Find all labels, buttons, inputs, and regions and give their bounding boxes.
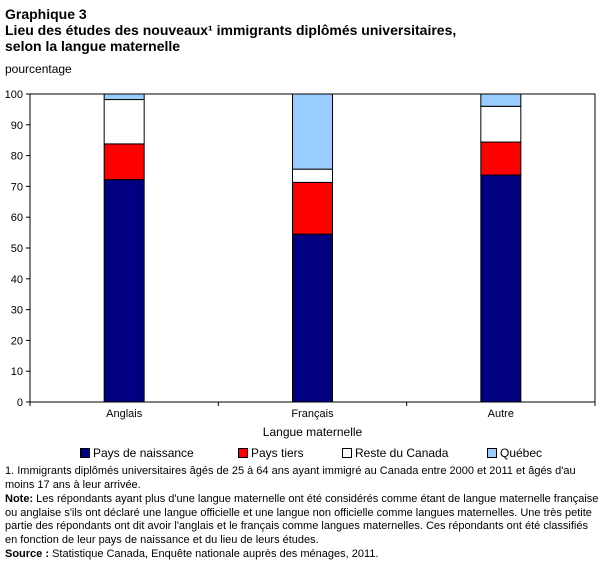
source-label: Source : [5, 548, 50, 560]
bar-segment [480, 174, 522, 403]
bar-segment [480, 93, 522, 107]
bar-segment [292, 168, 333, 183]
legend-swatch [238, 448, 248, 458]
note: Note: Les répondants ayant plus d'une la… [5, 493, 600, 547]
legend-item: Reste du Canada [342, 446, 448, 460]
source: Source : Statistique Canada, Enquête nat… [5, 548, 600, 562]
note-text: Les répondants ayant plus d'une langue m… [5, 493, 599, 546]
legend-label: Québec [500, 446, 543, 460]
legend-item: Québec [487, 446, 542, 460]
legend-label: Pays tiers [251, 446, 304, 460]
y-tick-label: 50 [11, 243, 23, 255]
bar-segment [103, 93, 145, 101]
legend-label: Reste du Canada [355, 446, 449, 460]
legend-swatch [342, 448, 352, 458]
note-label: Note: [5, 493, 34, 505]
bar-segment [480, 141, 522, 176]
y-tick-label: 70 [11, 181, 23, 193]
x-axis-label: Langue maternelle [263, 425, 363, 439]
bar-segment [103, 143, 145, 181]
source-text: Statistique Canada, Enquête nationale au… [49, 548, 379, 560]
y-tick-label: 80 [11, 151, 23, 163]
bar-segment [292, 233, 333, 403]
x-tick-label: Anglais [106, 408, 143, 420]
x-tick-label: Français [291, 408, 334, 420]
y-tick-label: 0 [17, 397, 23, 409]
y-tick-label: 30 [11, 305, 23, 317]
bar-segment [292, 181, 333, 235]
bar-segment [103, 99, 145, 145]
bar-segment [480, 105, 522, 143]
chart-number: Graphique 3 [5, 6, 87, 22]
legend-item: Pays tiers [238, 446, 304, 460]
y-tick-label: 90 [11, 120, 23, 132]
notes: 1. Immigrants diplômés universitaires âg… [5, 465, 600, 563]
x-tick-label: Autre [488, 408, 514, 420]
chart-title-line2: selon la langue maternelle [5, 38, 181, 54]
y-tick-label: 10 [11, 366, 23, 378]
bar-segment [103, 179, 145, 403]
y-axis-label: pourcentage [5, 62, 72, 76]
chart-title: Lieu des études des nouveaux¹ immigrants… [5, 22, 457, 38]
legend-label: Pays de naissance [93, 446, 194, 460]
legend-item: Pays de naissance [80, 446, 194, 460]
footnote: 1. Immigrants diplômés universitaires âg… [5, 465, 576, 491]
bar-segment [292, 93, 333, 170]
y-tick-label: 100 [5, 89, 23, 101]
y-tick-label: 20 [11, 335, 23, 347]
y-tick-label: 60 [11, 212, 23, 224]
y-tick-label: 40 [11, 274, 23, 286]
legend-swatch [487, 448, 497, 458]
plot-area: 0 10 20 30 40 50 60 70 80 90 100 Anglais Français Aut… [5, 89, 596, 439]
legend-swatch [80, 448, 90, 458]
